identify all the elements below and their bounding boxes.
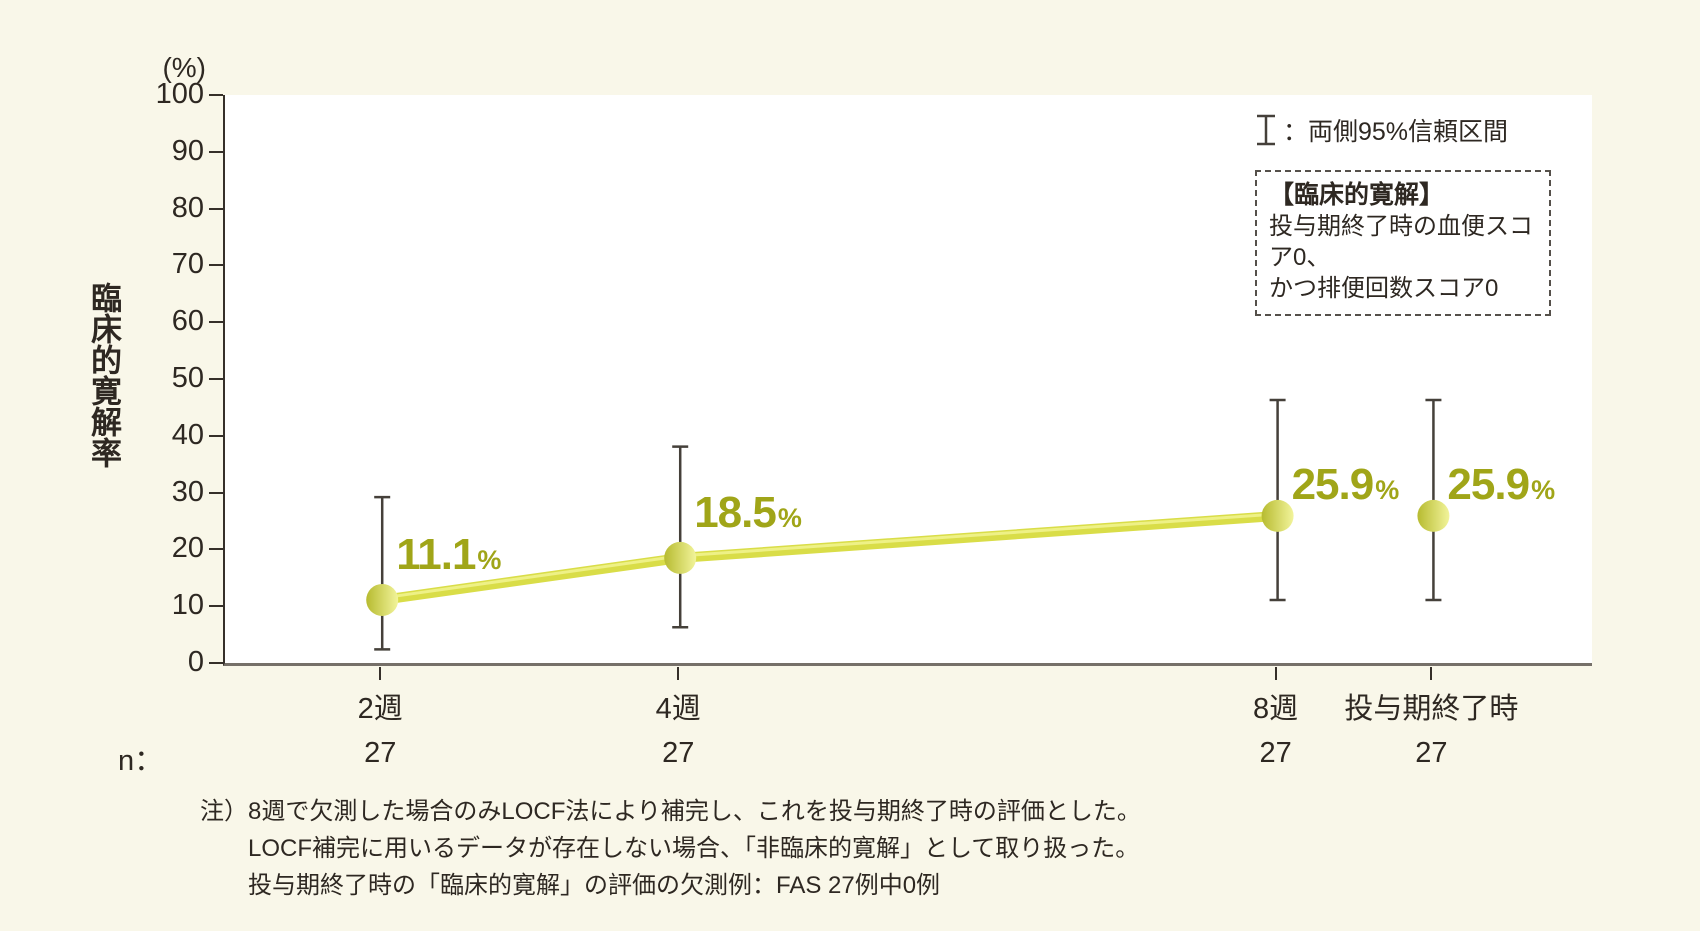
y-tick-label: 80	[171, 191, 204, 224]
data-value-label: 25.9%	[1292, 460, 1400, 510]
data-value-percent-sign: %	[1531, 474, 1556, 505]
n-row-label: n：	[118, 745, 164, 777]
y-tick-mark	[209, 605, 223, 608]
n-value: 27	[364, 737, 397, 769]
data-value-number: 25.9	[1291, 459, 1375, 509]
y-tick-label: 20	[171, 532, 204, 565]
footnote-line: LOCF補完に用いるデータが存在しない場合、「非臨床的寛解」として取り扱った。	[248, 835, 1140, 862]
data-point-marker	[664, 541, 697, 574]
x-tick-label: 投与期終了時	[1344, 693, 1519, 725]
y-tick-mark	[209, 94, 223, 96]
y-tick-mark	[209, 491, 223, 494]
y-tick-label: 100	[155, 78, 204, 110]
footnote-line: 注）8週で欠測した場合のみLOCF法により補完し、これを投与期終了時の評価とした…	[200, 793, 1141, 830]
footnote-marker: 注）	[200, 798, 248, 825]
n-value: 27	[662, 737, 695, 769]
y-tick-label: 70	[171, 248, 204, 281]
data-value-number: 18.5	[694, 487, 777, 537]
definition-box-line: かつ排便回数スコア0	[1269, 275, 1499, 302]
y-tick-label: 0	[187, 646, 204, 678]
series-plot	[366, 398, 1450, 651]
y-tick-label: 90	[171, 134, 204, 167]
data-value-percent-sign: %	[477, 544, 502, 575]
y-tick-mark	[209, 207, 223, 210]
y-tick-mark	[209, 321, 223, 324]
data-point-marker	[366, 583, 399, 616]
series-line	[377, 510, 1283, 605]
y-tick-mark	[209, 434, 223, 437]
y-axis-unit-label: (%)	[162, 52, 206, 83]
error-bar-icon	[1257, 114, 1275, 146]
data-point-marker	[1417, 499, 1450, 532]
y-tick-label: 10	[171, 589, 204, 622]
x-tick-label: 8週	[1253, 693, 1299, 725]
footnote: 注）8週で欠測した場合のみLOCF法により補完し、これを投与期終了時の評価とした…	[200, 793, 1141, 904]
x-tick-label: 4週	[655, 693, 701, 725]
x-tick-mark	[1274, 667, 1277, 680]
data-value-label: 11.1%	[396, 530, 501, 580]
y-tick-mark	[209, 662, 223, 664]
definition-box-title: 【臨床的寛解】	[1269, 181, 1445, 209]
data-value-percent-sign: %	[777, 502, 802, 533]
data-point-marker	[1261, 499, 1294, 532]
n-value: 27	[1259, 737, 1292, 769]
n-value: 27	[1415, 737, 1448, 769]
y-axis-title: 臨床的寛解率	[86, 282, 121, 468]
y-tick-mark	[209, 150, 223, 153]
data-value-label: 25.9%	[1447, 460, 1555, 510]
definition-box: 【臨床的寛解】 投与期終了時の血便スコア0、 かつ排便回数スコア0	[1255, 170, 1551, 316]
y-tick-label: 50	[171, 362, 204, 394]
y-tick-mark	[209, 264, 223, 267]
y-tick-mark	[209, 548, 223, 551]
footnote-line: 投与期終了時の「臨床的寛解」の評価の欠測例：FAS 27例中0例	[248, 872, 941, 899]
data-value-label: 18.5%	[694, 488, 802, 538]
y-tick-label: 60	[171, 305, 204, 338]
legend: ：両側95%信頼区間	[1255, 112, 1508, 148]
data-value-number: 25.9	[1447, 459, 1530, 509]
x-tick-mark	[1430, 667, 1433, 680]
y-tick-label: 40	[171, 418, 204, 451]
definition-box-line: 投与期終了時の血便スコア0、	[1269, 213, 1533, 271]
y-tick-label: 30	[171, 475, 204, 508]
legend-label: ：両側95%信頼区間	[1283, 118, 1509, 146]
x-tick-label: 2週	[357, 693, 403, 725]
x-tick-mark	[379, 667, 382, 680]
x-tick-mark	[677, 667, 680, 680]
y-tick-mark	[209, 378, 223, 380]
data-value-percent-sign: %	[1375, 474, 1400, 505]
data-value-number: 11.1	[396, 529, 476, 579]
